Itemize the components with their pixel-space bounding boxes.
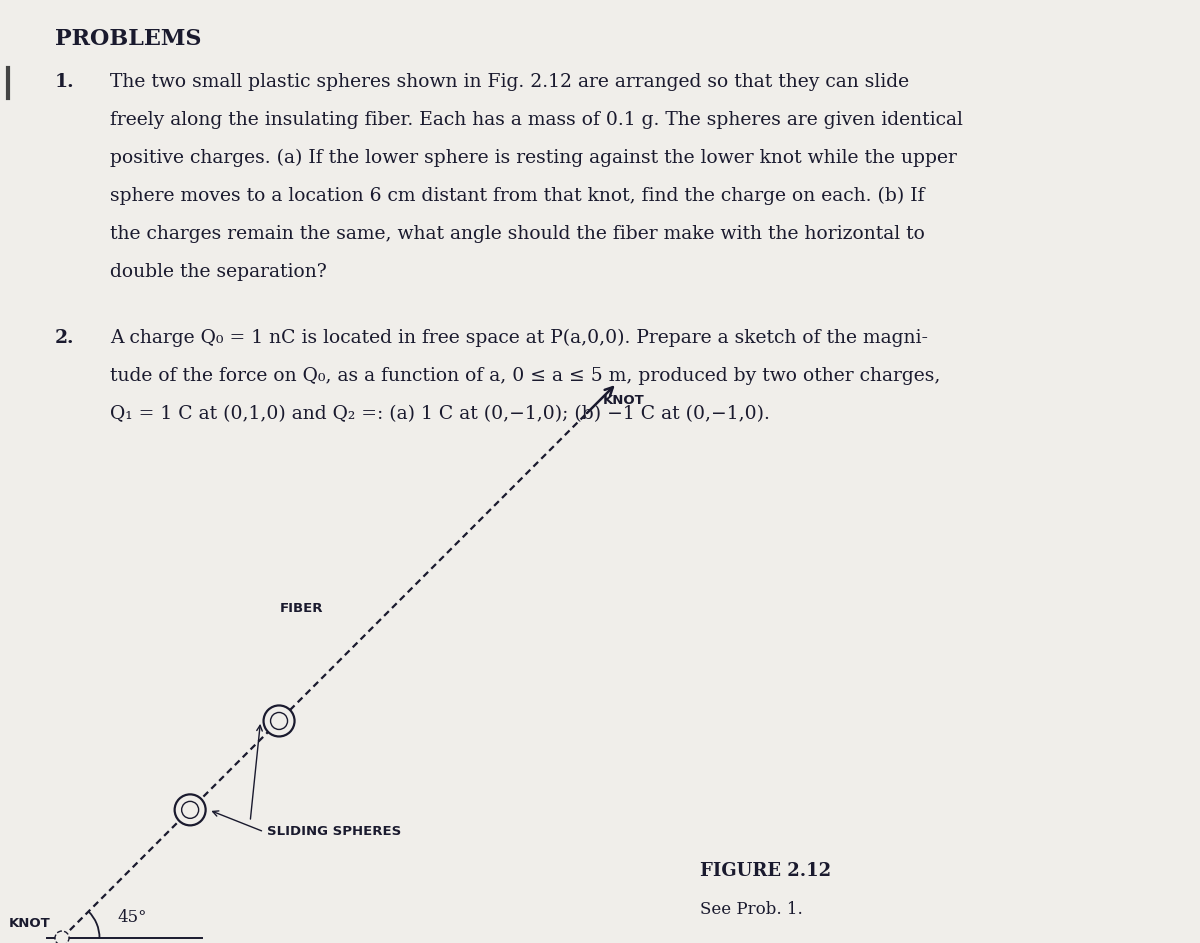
Text: the charges remain the same, what angle should the fiber make with the horizonta: the charges remain the same, what angle … <box>110 225 925 243</box>
Text: KNOT: KNOT <box>602 394 644 407</box>
Text: See Prob. 1.: See Prob. 1. <box>700 901 803 918</box>
Text: 45°: 45° <box>118 909 146 927</box>
Text: FIBER: FIBER <box>280 603 323 615</box>
Text: 2.: 2. <box>55 329 74 347</box>
Circle shape <box>175 794 205 825</box>
Text: PROBLEMS: PROBLEMS <box>55 28 202 50</box>
Text: A charge Q₀ = 1 nC is located in free space at P(a,0,0). Prepare a sketch of the: A charge Q₀ = 1 nC is located in free sp… <box>110 329 928 347</box>
Circle shape <box>264 705 294 736</box>
Text: SLIDING SPHERES: SLIDING SPHERES <box>268 825 401 838</box>
Text: 1.: 1. <box>55 73 74 91</box>
Text: Q₁ = 1 C at (0,1,0) and Q₂ =: (a) 1 C at (0,−1,0); (b) −1 C at (0,−1,0).: Q₁ = 1 C at (0,1,0) and Q₂ =: (a) 1 C at… <box>110 405 770 423</box>
Text: FIGURE 2.12: FIGURE 2.12 <box>700 862 832 880</box>
Text: KNOT: KNOT <box>8 917 50 930</box>
Text: freely along the insulating fiber. Each has a mass of 0.1 g. The spheres are giv: freely along the insulating fiber. Each … <box>110 111 962 129</box>
Text: sphere moves to a location 6 cm distant from that knot, find the charge on each.: sphere moves to a location 6 cm distant … <box>110 187 924 206</box>
Text: positive charges. (a) If the lower sphere is resting against the lower knot whil: positive charges. (a) If the lower spher… <box>110 149 956 167</box>
Text: double the separation?: double the separation? <box>110 263 326 281</box>
Text: tude of the force on Q₀, as a function of a, 0 ≤ a ≤ 5 m, produced by two other : tude of the force on Q₀, as a function o… <box>110 367 941 385</box>
Circle shape <box>55 931 70 943</box>
Text: The two small plastic spheres shown in Fig. 2.12 are arranged so that they can s: The two small plastic spheres shown in F… <box>110 73 910 91</box>
